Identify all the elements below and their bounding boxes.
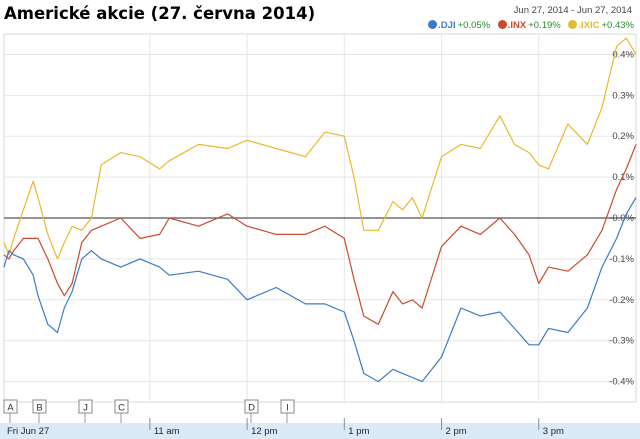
y-tick-label: -0.1% bbox=[609, 254, 634, 265]
legend-swatch-ixic bbox=[568, 20, 578, 29]
chart-title: Americké akcie (27. června 2014) bbox=[4, 4, 316, 23]
y-tick-label: 0.2% bbox=[612, 131, 634, 142]
event-marker-label: A bbox=[7, 403, 14, 414]
event-marker-i[interactable] bbox=[280, 399, 295, 414]
series-line-dji bbox=[3, 197, 637, 383]
y-tick-label: 0.4% bbox=[612, 49, 634, 60]
x-tick-label: 3 pm bbox=[543, 426, 564, 437]
x-tick-label: 12 pm bbox=[251, 426, 277, 437]
event-marker-b[interactable] bbox=[32, 399, 47, 414]
event-marker-c[interactable] bbox=[114, 399, 129, 414]
time-axis-band bbox=[0, 423, 640, 439]
x-tick-label: Fri Jun 27 bbox=[7, 426, 49, 437]
event-marker-d[interactable] bbox=[244, 399, 259, 414]
event-marker-a[interactable] bbox=[3, 399, 18, 414]
legend-change-dji: +0.05% bbox=[457, 20, 491, 31]
y-tick-label: -0.4% bbox=[609, 377, 634, 388]
event-marker-label: D bbox=[248, 403, 255, 414]
y-tick-label: -0.2% bbox=[609, 295, 634, 306]
series-line-ixic bbox=[3, 37, 637, 260]
y-tick-label: -0.3% bbox=[609, 336, 634, 347]
event-marker-j[interactable] bbox=[78, 399, 93, 414]
event-marker-label: I bbox=[286, 403, 289, 414]
legend-item-dji[interactable]: .DJI +0.05% bbox=[428, 20, 490, 31]
legend-item-ixic[interactable]: .IXIC +0.43% bbox=[568, 20, 634, 31]
event-marker-label: B bbox=[36, 403, 42, 414]
x-tick-label: 2 pm bbox=[446, 426, 467, 437]
legend-swatch-inx bbox=[497, 20, 507, 29]
series-line-inx bbox=[3, 144, 637, 325]
x-tick-label: 11 am bbox=[154, 426, 180, 437]
legend-item-inx[interactable]: .INX +0.19% bbox=[497, 20, 561, 31]
legend-change-ixic: +0.43% bbox=[601, 20, 635, 31]
legend-label-ixic: .IXIC bbox=[578, 20, 600, 31]
x-tick-label: 1 pm bbox=[348, 426, 369, 437]
y-tick-label: -0.0% bbox=[609, 213, 634, 224]
legend-label-inx: .INX bbox=[507, 20, 527, 31]
y-tick-label: 0.3% bbox=[612, 90, 634, 101]
event-marker-label: C bbox=[118, 403, 125, 414]
y-tick-label: 0.1% bbox=[612, 172, 634, 183]
legend-change-inx: +0.19% bbox=[528, 20, 561, 31]
legend-swatch-dji bbox=[428, 20, 438, 29]
chart-legend: .DJI +0.05% .INX +0.19% .IXIC +0.43% bbox=[423, 20, 634, 31]
legend-label-dji: .DJI bbox=[438, 20, 456, 31]
date-range[interactable]: Jun 27, 2014 - Jun 27, 2014 bbox=[513, 5, 632, 16]
event-marker-label: J bbox=[83, 403, 88, 414]
